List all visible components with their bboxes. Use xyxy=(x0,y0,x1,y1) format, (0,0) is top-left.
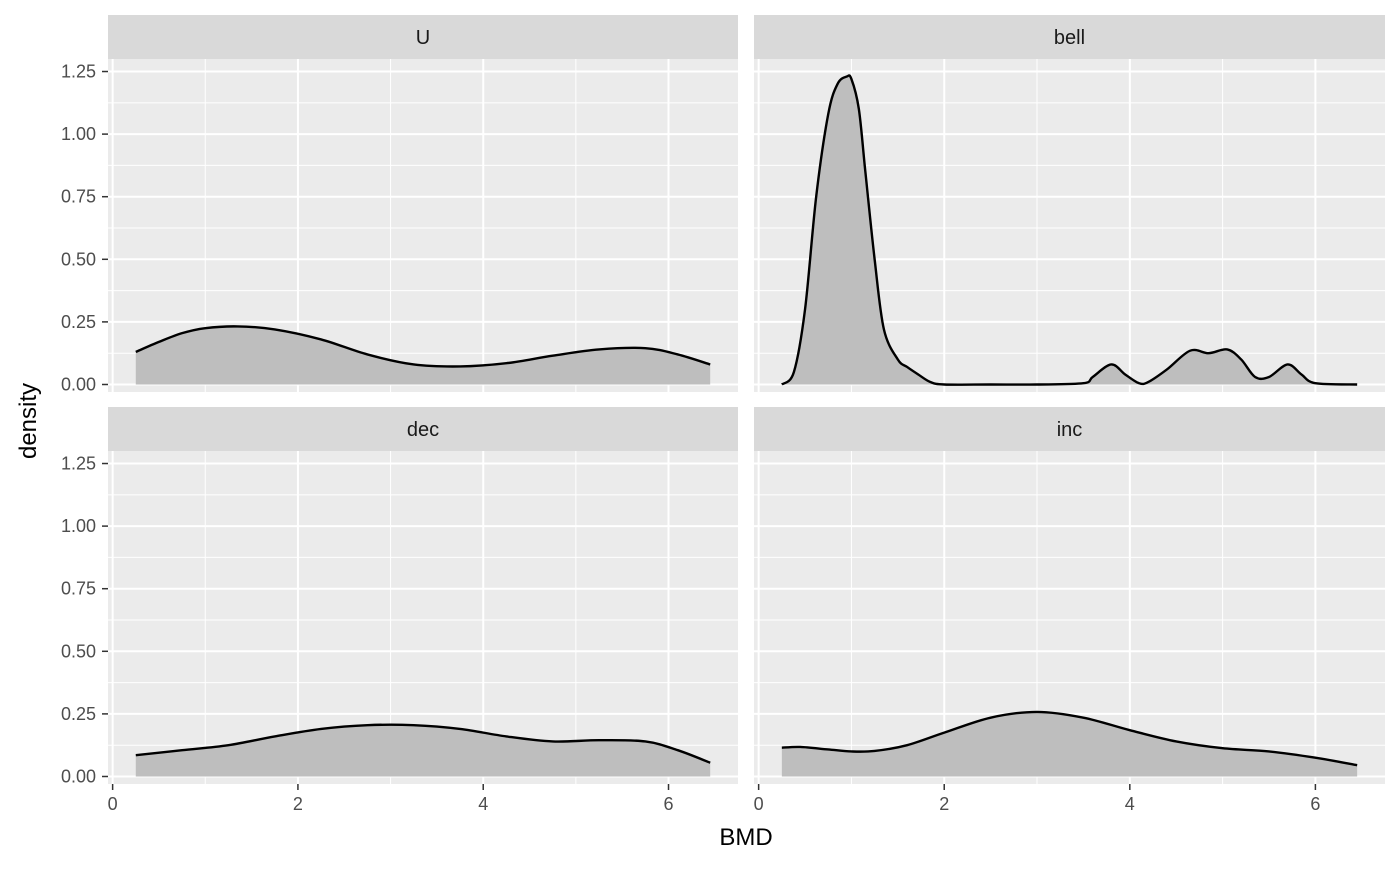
facet-panel-inc: inc 0 2 4 6 xyxy=(754,407,1385,814)
density-area-dec xyxy=(135,724,711,777)
facet-strip-label: dec xyxy=(407,419,439,441)
y-axis-title: density xyxy=(15,383,42,459)
y-tick-label: 1.00 xyxy=(61,124,96,144)
density-area-U xyxy=(135,326,711,385)
y-tick-label: 1.25 xyxy=(61,454,96,474)
x-tick-label: 4 xyxy=(1125,794,1135,814)
y-tick-label: 0.00 xyxy=(61,374,96,394)
facet-strip-label: U xyxy=(416,27,430,49)
facet-panel-U: U 0.00 0.25 0.50 0.75 1.00 1.25 xyxy=(61,15,738,394)
facet-strip xyxy=(754,407,1385,451)
facet-strip-label: inc xyxy=(1057,419,1083,441)
density-line-U xyxy=(135,325,711,368)
x-tick-label: 0 xyxy=(108,794,118,814)
x-tick-label: 2 xyxy=(939,794,949,814)
facet-strip xyxy=(108,15,738,59)
y-tick-label: 1.00 xyxy=(61,516,96,536)
y-tick-label: 1.25 xyxy=(61,62,96,82)
x-tick-label: 6 xyxy=(1310,794,1320,814)
facet-strip xyxy=(108,407,738,451)
facet-panel-bell: bell xyxy=(754,15,1385,392)
y-tick-label: 0.25 xyxy=(61,704,96,724)
y-tick-label: 0.50 xyxy=(61,249,96,269)
y-tick-label: 0.75 xyxy=(61,579,96,599)
facet-strip xyxy=(754,15,1385,59)
y-tick-label: 0.50 xyxy=(61,641,96,661)
y-tick-label: 0.25 xyxy=(61,312,96,332)
facet-strip-label: bell xyxy=(1054,27,1085,49)
x-tick-label: 2 xyxy=(293,794,303,814)
density-line-dec xyxy=(135,723,711,764)
x-axis-title: BMD xyxy=(719,824,772,851)
density-line-inc xyxy=(781,710,1358,767)
x-tick-label: 6 xyxy=(664,794,674,814)
facet-panel-dec: dec 0.00 0.25 0.50 0.75 1.00 1.25 0 2 4 6 xyxy=(61,407,738,814)
x-tick-label: 4 xyxy=(478,794,488,814)
y-tick-label: 0.00 xyxy=(61,766,96,786)
y-tick-label: 0.75 xyxy=(61,187,96,207)
density-area-bell xyxy=(781,75,1358,385)
x-tick-label: 0 xyxy=(754,794,764,814)
density-area-inc xyxy=(781,711,1358,777)
density-line-bell xyxy=(780,74,1358,386)
